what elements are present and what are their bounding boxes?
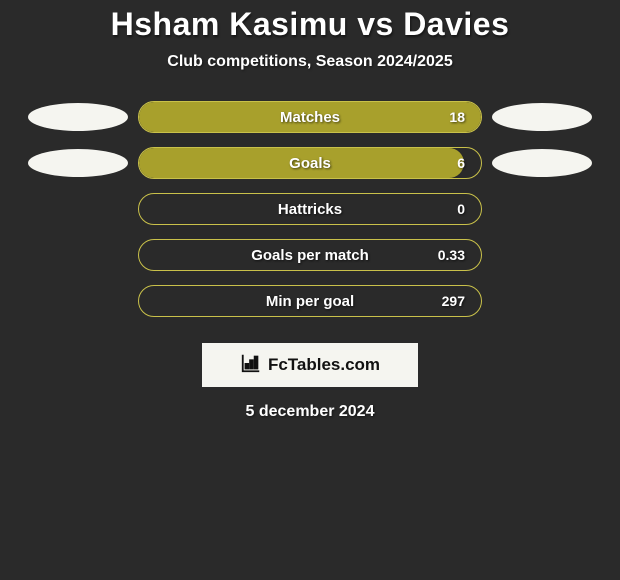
stat-label: Goals [289,155,331,172]
stat-bar: Goals per match 0.33 [138,239,482,271]
stat-bar: Matches 18 [138,101,482,133]
stat-value: 0 [457,201,465,217]
right-ellipse [492,103,592,131]
date-label: 5 december 2024 [0,403,620,421]
page-title: Hsham Kasimu vs Davies [0,6,620,43]
stat-bar: Goals 6 [138,147,482,179]
subtitle: Club competitions, Season 2024/2025 [0,53,620,71]
stat-value: 297 [442,293,465,309]
stat-row: Goals per match 0.33 [0,239,620,271]
stat-row: Goals 6 [0,147,620,179]
stat-bar: Hattricks 0 [138,193,482,225]
stat-row: Min per goal 297 [0,285,620,317]
left-ellipse [28,149,128,177]
stat-label: Min per goal [266,293,354,310]
right-ellipse [492,149,592,177]
left-ellipse [28,103,128,131]
stat-value: 18 [449,109,465,125]
stats-card: Hsham Kasimu vs Davies Club competitions… [0,0,620,421]
stat-value: 0.33 [438,247,465,263]
stat-row: Matches 18 [0,101,620,133]
chart-icon [240,352,262,379]
stat-rows: Matches 18 Goals 6 Hattricks 0 Goals per match… [0,101,620,317]
stat-label: Hattricks [278,201,342,218]
stat-value: 6 [457,155,465,171]
footer-logo[interactable]: FcTables.com [202,343,418,387]
stat-label: Goals per match [251,247,369,264]
stat-bar: Min per goal 297 [138,285,482,317]
stat-row: Hattricks 0 [0,193,620,225]
stat-label: Matches [280,109,340,126]
logo-text: FcTables.com [268,355,380,375]
